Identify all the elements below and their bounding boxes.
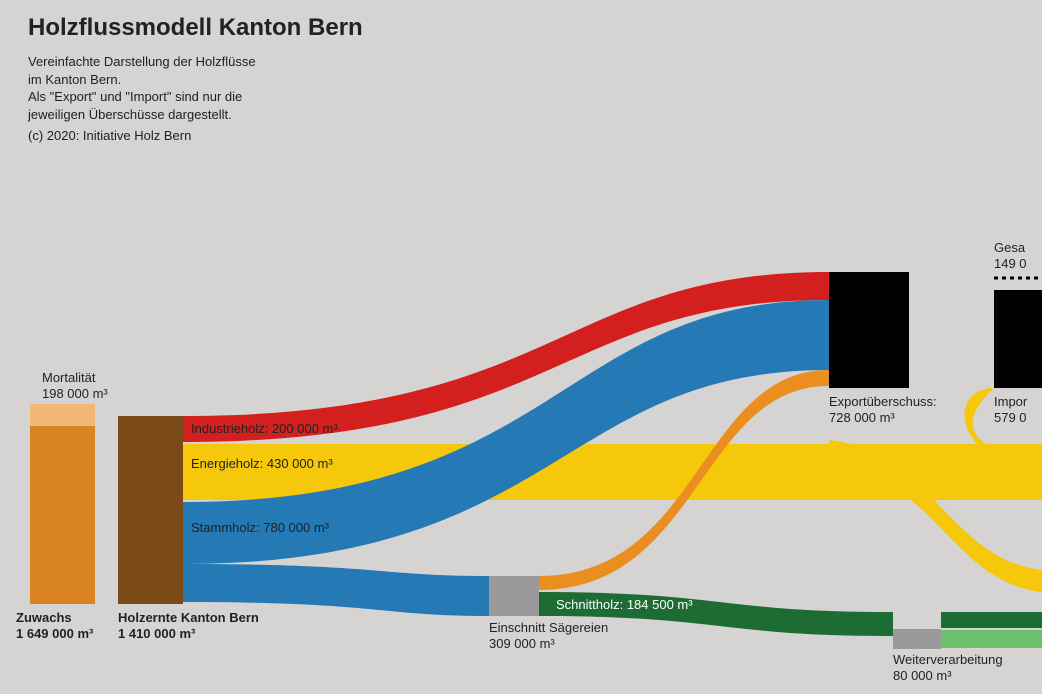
holzernte-label: Holzernte Kanton Bern 1 410 000 m³: [118, 610, 259, 643]
node-holzernte: [118, 416, 183, 604]
stammholz-label: Stammholz: 780 000 m³: [191, 520, 329, 536]
import-label: Impor 579 0: [994, 394, 1027, 427]
flow-stammholz_to_einschnitt: [183, 564, 489, 616]
sankey-svg: [0, 0, 1042, 694]
zuwachs-label: Zuwachs 1 649 000 m³: [16, 610, 93, 643]
node-export: [829, 272, 909, 388]
gesamt-label: Gesa 149 0: [994, 240, 1027, 273]
flow-schnittholz_light: [941, 630, 1042, 648]
flow-weiter_dark_out: [941, 612, 1042, 628]
energieholz-label: Energieholz: 430 000 m³: [191, 456, 333, 472]
export-label: Exportüberschuss: 728 000 m³: [829, 394, 937, 427]
mortalitaet-label: Mortalität 198 000 m³: [42, 370, 108, 403]
weiterverarbeitung-label: Weiterverarbeitung 80 000 m³: [893, 652, 1003, 685]
sankey-diagram: Holzflussmodell Kanton Bern Vereinfachte…: [0, 0, 1042, 694]
node-weiterverarbeitung: [893, 629, 941, 649]
node-mortalitaet: [30, 404, 95, 426]
industrieholz-label: Industrieholz: 200 000 m³: [191, 421, 338, 437]
einschnitt-label: Einschnitt Sägereien 309 000 m³: [489, 620, 608, 653]
node-einschnitt: [489, 576, 539, 616]
node-zuwachs: [30, 426, 95, 604]
schnittholz-label: Schnittholz: 184 500 m³: [556, 597, 693, 613]
node-import: [994, 290, 1042, 388]
